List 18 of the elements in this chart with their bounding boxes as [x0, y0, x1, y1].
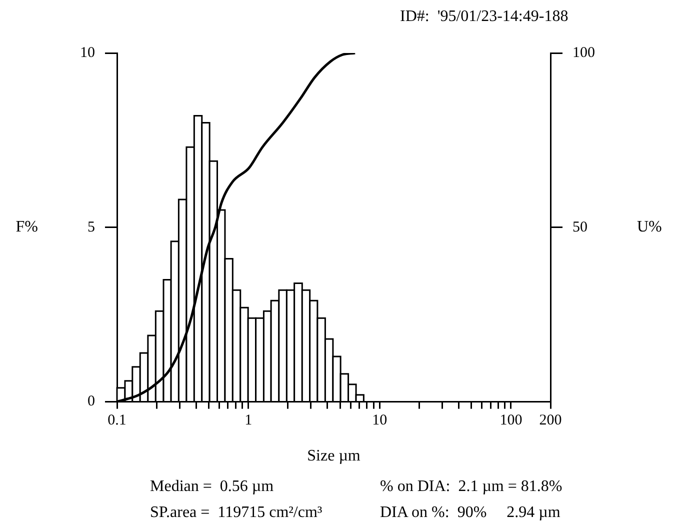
x-axis-title: Size µm: [307, 448, 361, 465]
text: Median = 0.56 µm: [150, 478, 274, 496]
text: SP.area = 119715 cm²/cm³: [150, 504, 322, 522]
x-tick-label: 10: [372, 412, 388, 429]
y-tick-label: 5: [88, 219, 95, 236]
y-tick-label: 10: [80, 44, 95, 61]
text: ID#: '95/01/23-14:49-188: [400, 8, 568, 26]
y-axis-title: F%: [16, 218, 38, 236]
y-tick-label: 0: [88, 394, 95, 410]
x-tick-label: 1: [244, 412, 252, 429]
text: DIA on %: 90% 2.94 µm: [380, 504, 560, 522]
y2-tick-label: 50: [572, 219, 588, 236]
text: % on DIA: 2.1 µm = 81.8%: [380, 478, 562, 496]
x-tick-label: 200: [539, 412, 562, 429]
y2-axis-title: U%: [637, 218, 662, 236]
y2-tick-label: 100: [572, 44, 595, 61]
x-tick-label: 0.1: [108, 412, 126, 429]
x-tick-label: 100: [500, 412, 522, 429]
